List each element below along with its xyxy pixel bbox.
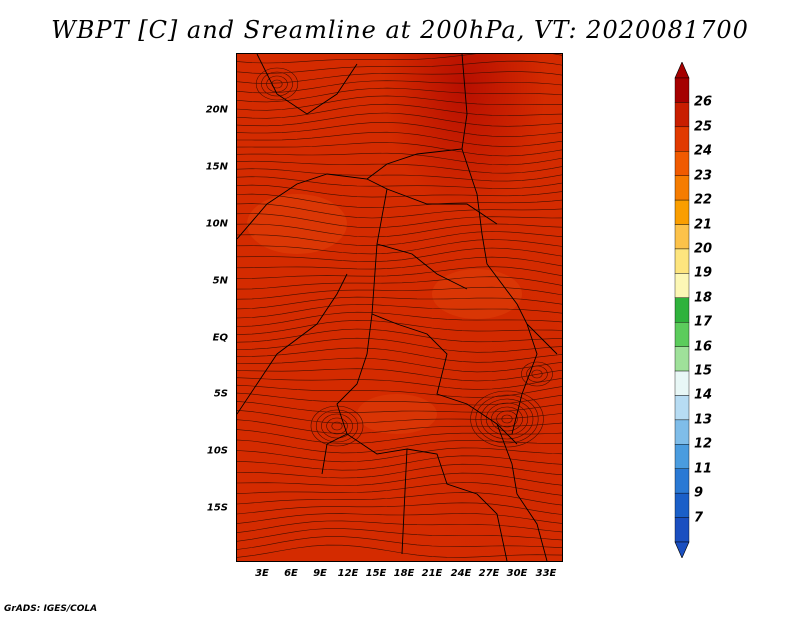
- colorbar-label: 26: [694, 94, 713, 110]
- colorbar-label: 18: [694, 290, 713, 306]
- lon-label-18e: 18E: [393, 568, 415, 579]
- colorbar-swatch: [674, 370, 690, 396]
- colorbar-label: 23: [694, 168, 713, 184]
- colorbar-label: 22: [694, 192, 713, 208]
- lat-label-15s: 15S: [206, 502, 228, 514]
- grads-credit: GrADS: IGES/COLA: [4, 604, 98, 614]
- chart-title: WBPT [C] and Sreamline at 200hPa, VT: 20…: [51, 16, 749, 44]
- lon-label-27e: 27E: [478, 568, 500, 579]
- colorbar-swatch: [674, 248, 690, 274]
- colorbar-label: 9: [694, 485, 704, 501]
- lon-label-33e: 33E: [535, 568, 557, 579]
- colorbar-swatch: [674, 199, 690, 225]
- colorbar-swatch: [674, 419, 690, 445]
- colorbar-label: 12: [694, 436, 713, 452]
- colorbar-swatch: [674, 492, 690, 518]
- map-panel: [236, 53, 563, 562]
- colorbar-swatch: [674, 151, 690, 176]
- colorbar-swatch: [674, 346, 690, 372]
- lon-label-3e: 3E: [255, 568, 269, 579]
- colorbar-swatch: [674, 77, 690, 103]
- country-borders: [237, 54, 558, 561]
- lat-label-10s: 10S: [206, 445, 228, 457]
- streamline-map: [237, 54, 562, 561]
- colorbar-swatch: [674, 395, 690, 421]
- colorbar: [674, 62, 690, 558]
- lat-label-20n: 20N: [205, 104, 228, 116]
- colorbar-swatch: [674, 273, 690, 298]
- colorbar-label: 21: [694, 217, 713, 233]
- colorbar-label: 15: [694, 363, 713, 379]
- lat-label-5n: 5N: [212, 275, 228, 287]
- lon-label-9e: 9E: [313, 568, 327, 579]
- lon-label-6e: 6E: [284, 568, 298, 579]
- colorbar-label: 25: [694, 119, 713, 135]
- colorbar-label: 14: [694, 387, 713, 403]
- colorbar-swatch: [674, 126, 690, 152]
- colorbar-swatch: [674, 322, 690, 347]
- colorbar-label: 7: [694, 510, 704, 526]
- lon-label-21e: 21E: [421, 568, 443, 579]
- lon-label-12e: 12E: [337, 568, 359, 579]
- colorbar-label: 17: [694, 314, 713, 330]
- lat-label-10n: 10N: [205, 218, 228, 230]
- colorbar-label: 24: [694, 143, 713, 159]
- colorbar-label: 19: [694, 265, 713, 281]
- lat-label-5s: 5S: [213, 388, 228, 400]
- colorbar-swatch: [674, 297, 690, 323]
- colorbar-lower-arrow: [674, 541, 690, 558]
- colorbar-label: 20: [694, 241, 713, 257]
- colorbar-swatch: [674, 468, 690, 494]
- colorbar-upper-arrow: [674, 62, 690, 79]
- colorbar-label: 13: [694, 412, 713, 428]
- colorbar-label: 16: [694, 339, 713, 355]
- colorbar-label: 11: [694, 461, 713, 477]
- lon-label-15e: 15E: [365, 568, 387, 579]
- colorbar-swatch: [674, 444, 690, 469]
- lon-label-30e: 30E: [506, 568, 528, 579]
- colorbar-swatch: [674, 175, 690, 201]
- colorbar-swatch: [674, 517, 690, 543]
- colorbar-swatch: [674, 224, 690, 250]
- colorbar-swatch: [674, 102, 690, 128]
- lat-label-eq: EQ: [212, 332, 228, 344]
- lat-label-15n: 15N: [205, 161, 228, 173]
- streamlines: [237, 54, 562, 558]
- lon-label-24e: 24E: [450, 568, 472, 579]
